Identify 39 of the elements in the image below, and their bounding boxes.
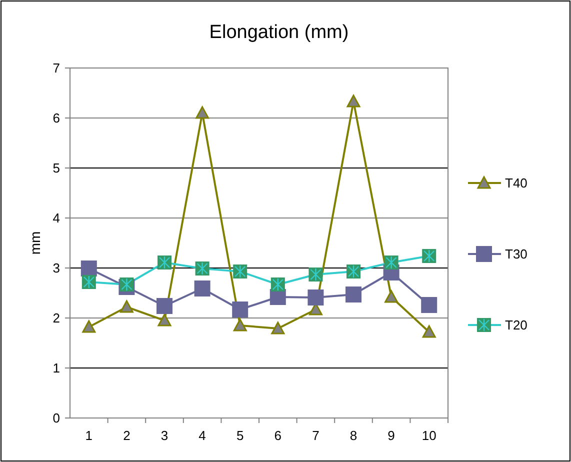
chart-title: Elongation (mm) [209,22,349,43]
legend-label: T30 [505,246,528,262]
point [346,286,362,302]
y-tick-label: 1 [52,360,60,376]
x-tick-label: 6 [274,428,282,443]
x-tick-label: 10 [422,428,436,443]
x-tick-label: 2 [123,428,130,443]
point [233,318,247,332]
point [82,320,96,333]
x-tick-label: 4 [198,428,206,443]
point [120,300,134,313]
y-tick-label: 4 [52,210,60,226]
y-tick-label: 7 [52,60,60,76]
y-tick-label: 3 [52,260,60,276]
x-tick-label: 7 [312,428,320,443]
point [196,106,210,119]
point [156,298,172,314]
point [308,290,324,306]
point [232,302,248,318]
point [194,280,210,296]
y-axis-title: mm [27,231,43,255]
point [346,94,360,108]
point [384,290,398,303]
y-tick-label: 0 [52,410,60,426]
y-tick-label: 2 [52,310,60,326]
y-tick-label: 5 [52,160,60,176]
x-tick-label: 8 [350,428,358,443]
point [422,325,436,338]
x-tick-label: 1 [85,428,93,443]
y-tick-label: 6 [52,110,60,126]
point [158,314,172,326]
point [421,297,438,313]
point [271,322,285,334]
point [80,260,97,276]
legend-label: T20 [505,318,528,333]
x-tick-label: 3 [160,428,168,443]
legend-label: T40 [505,176,528,191]
x-tick-label: 9 [388,428,395,443]
x-tick-label: 5 [236,428,244,443]
